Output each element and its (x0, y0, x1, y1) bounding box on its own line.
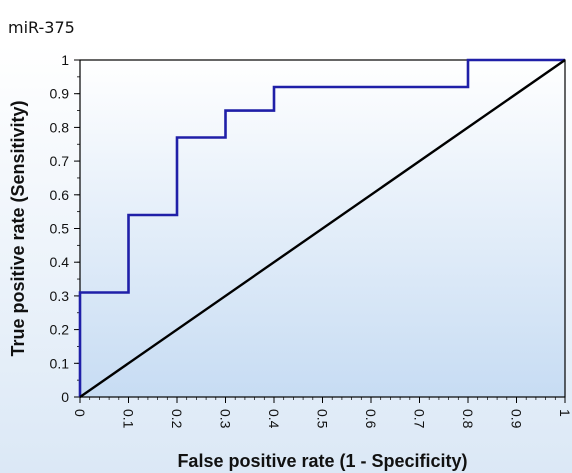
chart-label: miR-375 (8, 18, 75, 37)
y-tick-label: 0.5 (50, 221, 70, 237)
y-axis-title: True positive rate (Sensitivity) (8, 100, 28, 356)
roc-curve-line (78, 58, 565, 397)
x-tick-label: 0.4 (266, 409, 282, 429)
series-layer (78, 58, 566, 398)
x-tick-label: 0.9 (509, 409, 525, 429)
roc-chart-container: 0 0.1 0.2 0.3 0.4 0.5 0.6 0.7 0.8 0.9 1 0 0.1 0.2 0.3… (0, 45, 572, 473)
x-axis: 0 0.1 0.2 0.3 0.4 0.5 0.6 0.7 0.8 0.9 1 (72, 397, 572, 429)
x-tick-label: 0.7 (412, 409, 428, 429)
x-tick-label: 0.8 (460, 409, 476, 429)
x-tick-label: 0.1 (121, 409, 137, 429)
y-tick-label: 0.4 (50, 254, 70, 270)
y-tick-label: 0.8 (50, 119, 70, 135)
y-tick-label: 0.1 (50, 355, 70, 371)
x-tick-label: 0 (72, 409, 88, 417)
x-tick-label: 0.6 (363, 409, 379, 429)
y-tick-label: 0.3 (50, 288, 70, 304)
y-tick-label: 0.2 (50, 322, 70, 338)
y-tick-label: 0.7 (50, 153, 70, 169)
x-tick-label: 0.5 (315, 409, 331, 429)
y-tick-label: 0.6 (50, 187, 70, 203)
y-axis: 0 0.1 0.2 0.3 0.4 0.5 0.6 0.7 0.8 0.9 1 (50, 52, 80, 405)
x-axis-title: False positive rate (1 - Specificity) (177, 451, 467, 471)
x-tick-label: 0.2 (169, 409, 185, 429)
y-tick-label: 0 (61, 389, 69, 405)
roc-chart: 0 0.1 0.2 0.3 0.4 0.5 0.6 0.7 0.8 0.9 1 0 0.1 0.2 0.3… (0, 45, 572, 473)
y-tick-label: 0.9 (50, 86, 70, 102)
reference-diagonal-line (79, 59, 566, 398)
x-tick-label: 1 (557, 409, 572, 417)
x-tick-label: 0.3 (218, 409, 234, 429)
y-tick-label: 1 (61, 52, 69, 68)
